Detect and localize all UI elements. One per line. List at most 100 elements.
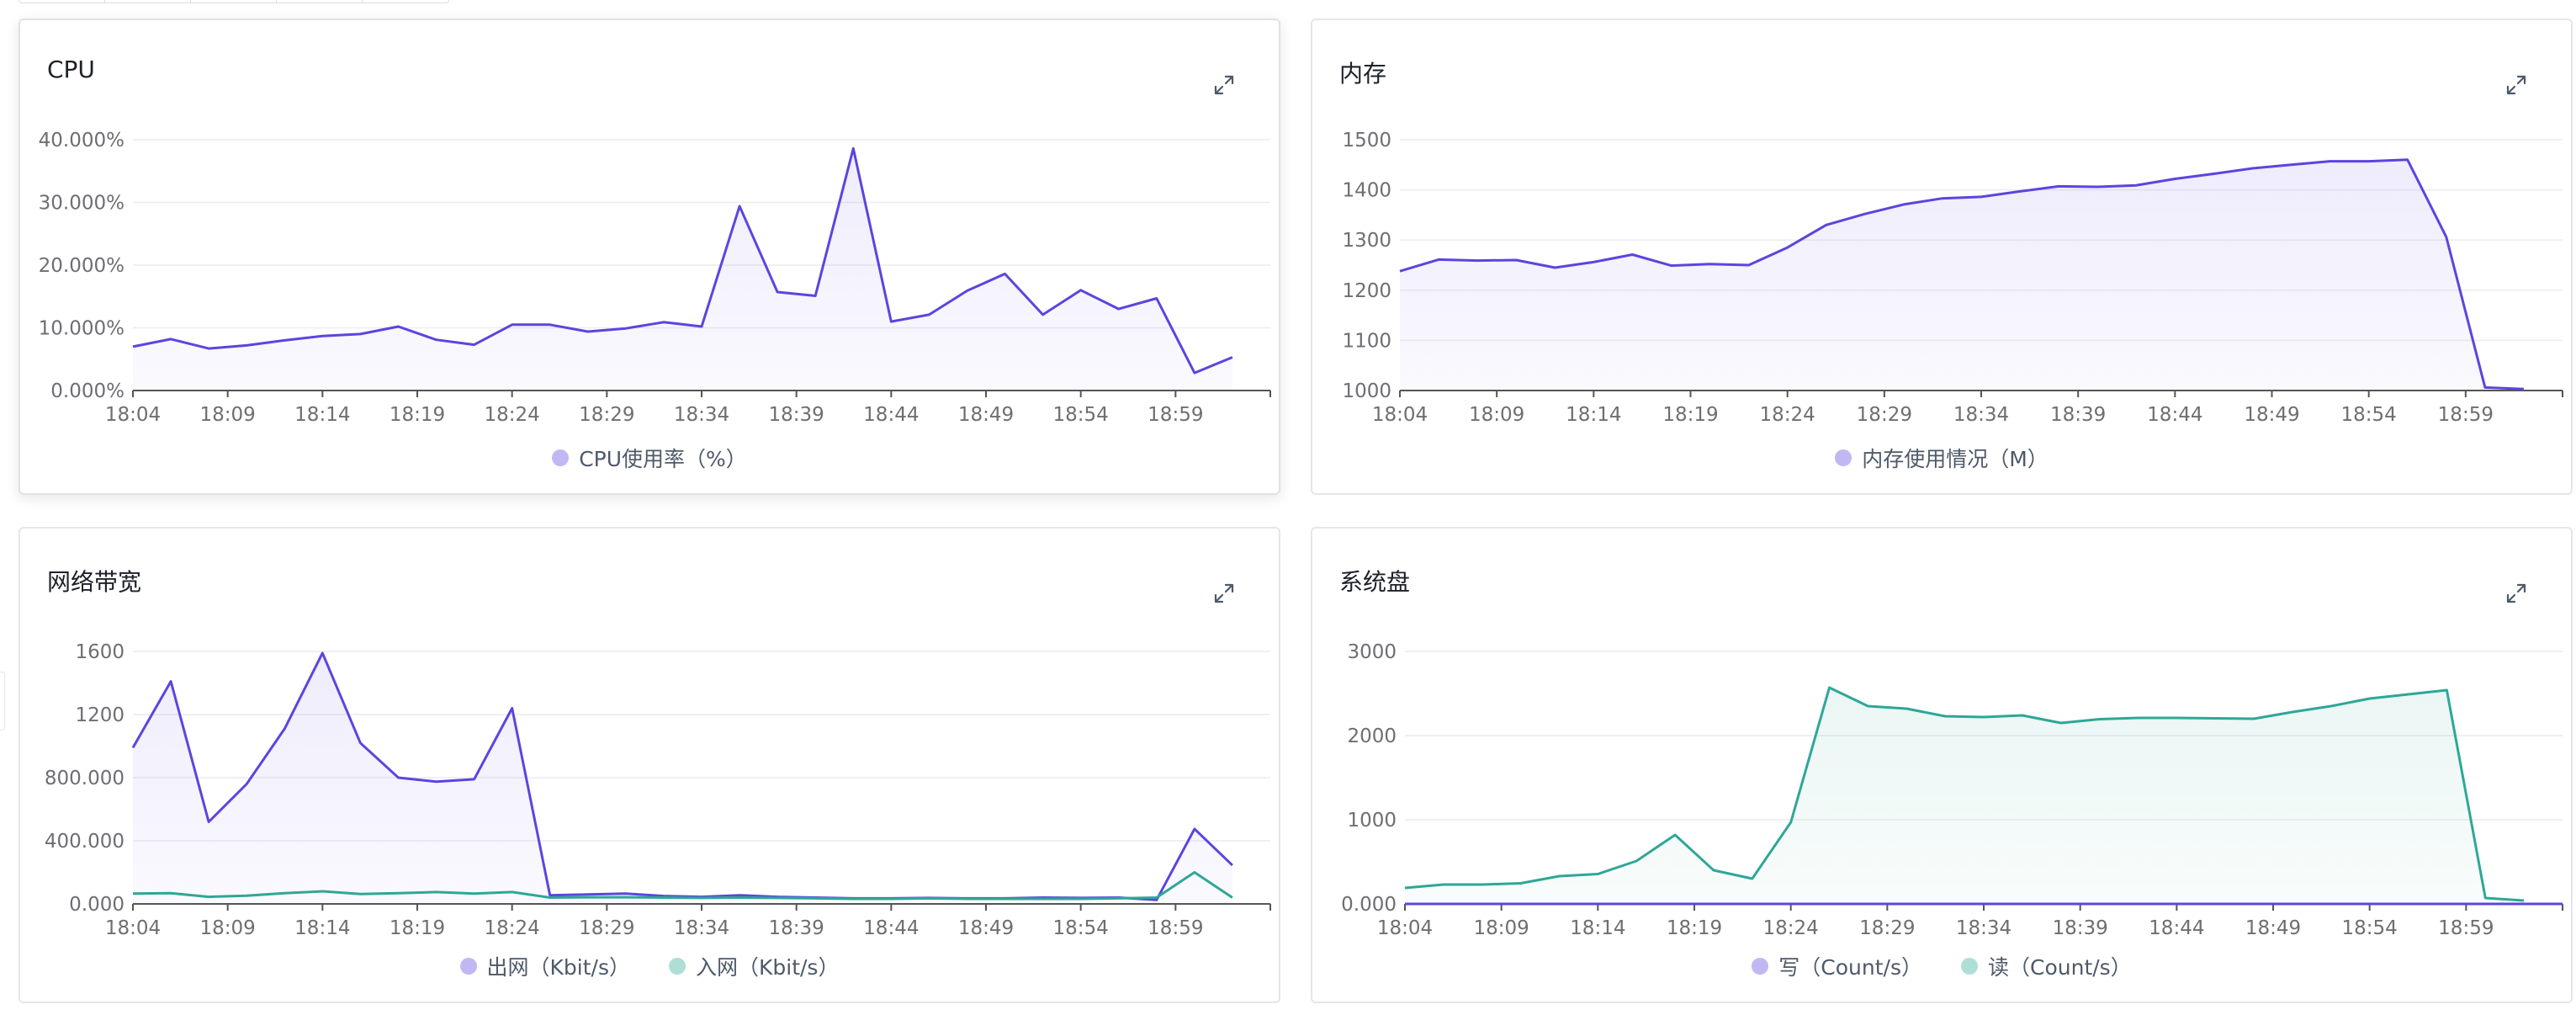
x-tick-label: 18:39 — [2053, 917, 2108, 939]
card-title: 系统盘 — [1339, 568, 1411, 596]
expand-button[interactable] — [1211, 72, 1237, 98]
chart-legend: 内存使用情况（M） — [1312, 443, 2571, 473]
series-area — [1400, 159, 2524, 391]
x-tick-label: 18:39 — [769, 917, 824, 939]
x-tick-label: 18:09 — [200, 404, 256, 426]
y-tick-label: 1600 — [75, 641, 125, 663]
x-tick-label: 18:59 — [2438, 917, 2494, 939]
side-handle[interactable] — [0, 672, 5, 731]
y-tick-label: 1000 — [1342, 380, 1391, 402]
top-tab-strip — [19, 0, 449, 3]
x-tick-label: 18:44 — [863, 404, 919, 426]
legend-item[interactable]: CPU使用率（%） — [552, 443, 747, 473]
x-tick-label: 18:49 — [958, 917, 1014, 939]
top-tab[interactable] — [363, 0, 448, 3]
x-tick-label: 18:29 — [579, 404, 634, 426]
x-tick-label: 18:39 — [769, 404, 824, 426]
top-tab[interactable] — [277, 0, 363, 3]
legend-dot-icon — [459, 958, 477, 975]
expand-icon — [2506, 583, 2526, 603]
x-tick-label: 18:54 — [2341, 404, 2397, 426]
chart-legend: 出网（Kbit/s） 入网（Kbit/s） — [20, 951, 1279, 981]
disk-chart: 0.000 1000 2000 3000 18:04 18:09 18:14 18:19 18:… — [1341, 641, 2563, 939]
legend-label: 入网（Kbit/s） — [696, 955, 840, 980]
y-tick-label: 3000 — [1347, 641, 1397, 663]
x-tick-label: 18:49 — [958, 404, 1014, 426]
x-tick-label: 18:44 — [863, 917, 919, 939]
network-chart: 0.000 400.000 800.000 1200 1600 18:04 18:09 18:… — [45, 641, 1271, 939]
series-line — [132, 146, 1233, 375]
x-tick-label: 18:24 — [485, 404, 540, 426]
y-tick-label: 40.000% — [39, 130, 125, 151]
x-tick-label: 18:04 — [1372, 404, 1428, 426]
legend-item[interactable]: 写（Count/s） — [1752, 951, 1922, 981]
y-tick-label: 30.000% — [39, 193, 125, 215]
x-tick-label: 18:14 — [1570, 917, 1625, 939]
legend-dot-icon — [669, 958, 686, 975]
y-tick-label: 800.000 — [45, 768, 125, 789]
x-tick-label: 18:44 — [2149, 917, 2204, 939]
legend-label: 出网（Kbit/s） — [486, 955, 630, 980]
cpu-chart-card: CPU 0.000% 10.000% 20.000% 30.000% 40.000% 18… — [19, 19, 1280, 495]
cpu-chart: 0.000% 10.000% 20.000% 30.000% 40.000% 18:04 1… — [39, 130, 1271, 426]
top-tab[interactable] — [105, 0, 191, 3]
series-area — [1405, 688, 2525, 904]
y-tick-label: 10.000% — [39, 318, 125, 340]
legend-dot-icon — [1752, 958, 1769, 975]
top-tab[interactable] — [191, 0, 277, 3]
y-tick-label: 1100 — [1342, 330, 1391, 352]
x-tick-label: 18:34 — [674, 404, 729, 426]
memory-chart: 1000 1100 1200 1300 1400 1500 18:04 18:09 18:14 1… — [1342, 130, 2563, 426]
series-line — [132, 871, 1233, 901]
expand-button[interactable] — [1211, 581, 1237, 606]
y-tick-label: 400.000 — [45, 831, 125, 853]
x-tick-label: 18:04 — [105, 917, 161, 939]
x-tick-label: 18:04 — [105, 404, 161, 426]
legend-label: CPU使用率（%） — [579, 447, 747, 471]
series-area — [133, 148, 1232, 391]
legend-dot-icon — [552, 449, 570, 466]
x-tick-label: 18:14 — [294, 917, 350, 939]
x-tick-label: 18:54 — [2342, 917, 2398, 939]
series-line — [1399, 158, 2524, 391]
x-tick-label: 18:34 — [1953, 404, 2009, 426]
x-tick-label: 18:34 — [674, 917, 729, 939]
legend-item[interactable]: 读（Count/s） — [1961, 951, 2132, 981]
expand-icon — [1214, 75, 1234, 95]
x-tick-label: 18:49 — [2245, 917, 2301, 939]
x-tick-label: 18:54 — [1053, 404, 1109, 426]
x-tick-label: 18:59 — [1148, 917, 1203, 939]
x-tick-label: 18:59 — [1148, 404, 1203, 426]
legend-item[interactable]: 入网（Kbit/s） — [669, 951, 839, 981]
card-title: 内存 — [1339, 60, 1387, 88]
y-tick-label: 1400 — [1342, 180, 1391, 202]
y-tick-label: 1300 — [1342, 230, 1391, 252]
legend-item[interactable]: 出网（Kbit/s） — [459, 951, 630, 981]
y-tick-label: 20.000% — [39, 255, 125, 277]
card-title: 网络带宽 — [47, 568, 142, 596]
expand-button[interactable] — [2504, 581, 2529, 606]
expand-button[interactable] — [2504, 72, 2529, 98]
y-tick-label: 1200 — [75, 704, 125, 726]
x-tick-label: 18:19 — [390, 404, 445, 426]
x-tick-label: 18:09 — [200, 917, 256, 939]
x-tick-label: 18:14 — [1566, 404, 1621, 426]
memory-chart-card: 内存 1000 1100 1200 1300 1400 1500 18:04 18:09 18:… — [1311, 19, 2573, 495]
x-tick-label: 18:39 — [2050, 404, 2106, 426]
x-tick-label: 18:29 — [579, 917, 634, 939]
y-tick-label: 1500 — [1342, 130, 1391, 151]
expand-icon — [1214, 583, 1234, 603]
x-tick-label: 18:09 — [1469, 404, 1524, 426]
x-tick-label: 18:29 — [1859, 917, 1915, 939]
y-tick-label: 1000 — [1347, 810, 1397, 832]
disk-chart-card: 系统盘 0.000 1000 2000 3000 18:04 18:09 18:14 18:1… — [1311, 527, 2573, 1003]
legend-dot-icon — [1961, 958, 1978, 975]
top-tab[interactable] — [19, 0, 105, 3]
y-tick-label: 0.000 — [69, 894, 125, 916]
x-tick-label: 18:19 — [1662, 404, 1718, 426]
x-tick-label: 18:09 — [1474, 917, 1529, 939]
legend-item[interactable]: 内存使用情况（M） — [1835, 443, 2049, 473]
x-tick-label: 18:34 — [1956, 917, 2012, 939]
network-chart-card: 网络带宽 0.000 400.000 800.000 1200 1600 18:04 18:… — [19, 527, 1280, 1003]
